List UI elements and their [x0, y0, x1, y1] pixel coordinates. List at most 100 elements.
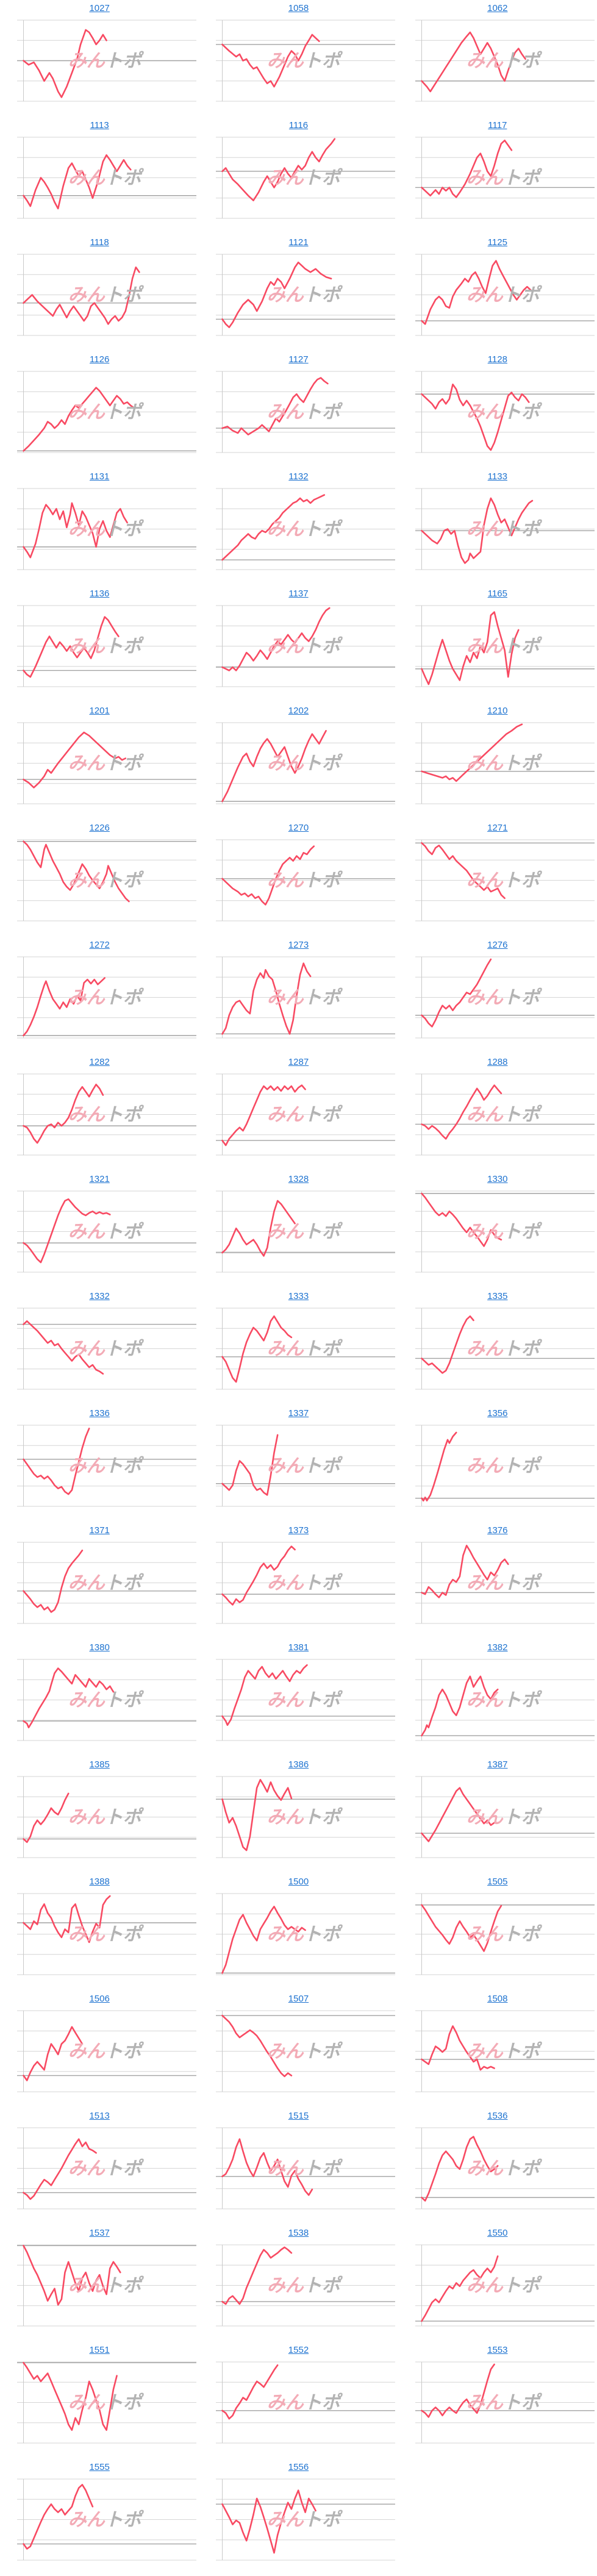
stock-code-link[interactable]: 1371	[89, 1525, 110, 1536]
chart-cell: 1270 みんトポ	[199, 820, 398, 937]
price-line	[420, 260, 532, 325]
sparkline-svg	[216, 839, 396, 921]
stock-code-link[interactable]: 1126	[90, 354, 110, 365]
stock-code-link[interactable]: 1133	[487, 471, 507, 482]
stock-code-link[interactable]: 1337	[288, 1408, 309, 1419]
stock-code-link[interactable]: 1536	[487, 2111, 508, 2121]
stock-code-link[interactable]: 1515	[288, 2111, 309, 2121]
stock-code-link[interactable]: 1062	[487, 3, 508, 13]
price-line	[420, 842, 506, 900]
chart-cell: 1282 みんトポ	[0, 1054, 199, 1171]
chart-code-row: 1210	[398, 705, 597, 717]
chart-cell: 1287 みんトポ	[199, 1054, 398, 1171]
sparkline-chart: みんトポ	[216, 838, 396, 923]
sparkline-svg	[216, 1073, 396, 1156]
stock-code-link[interactable]: 1506	[89, 1994, 110, 2004]
sparkline-svg	[415, 956, 595, 1039]
stock-code-link[interactable]: 1282	[89, 1057, 110, 1067]
stock-code-link[interactable]: 1328	[288, 1174, 309, 1184]
sparkline-svg	[415, 1542, 595, 1624]
stock-code-link[interactable]: 1127	[288, 354, 309, 365]
sparkline-chart: みんトポ	[17, 1423, 196, 1509]
sparkline-svg	[415, 137, 595, 219]
stock-code-link[interactable]: 1537	[89, 2228, 110, 2238]
stock-code-link[interactable]: 1388	[89, 1877, 110, 1887]
stock-code-link[interactable]: 1330	[487, 1174, 508, 1184]
chart-cell: 1202 みんトポ	[199, 703, 398, 820]
chart-cell: 1328 みんトポ	[199, 1171, 398, 1288]
price-line	[221, 377, 329, 435]
stock-code-link[interactable]: 1136	[90, 589, 110, 599]
chart-cell: 1058 みんトポ	[199, 0, 398, 117]
stock-code-link[interactable]: 1287	[288, 1057, 309, 1067]
stock-code-link[interactable]: 1113	[90, 120, 109, 131]
stock-code-link[interactable]: 1381	[288, 1642, 309, 1653]
stock-code-link[interactable]: 1273	[288, 940, 309, 950]
stock-code-link[interactable]: 1116	[288, 120, 309, 131]
stock-code-link[interactable]: 1272	[89, 940, 110, 950]
stock-code-link[interactable]: 1131	[90, 471, 110, 482]
stock-code-link[interactable]: 1321	[89, 1174, 110, 1184]
stock-code-link[interactable]: 1202	[288, 706, 309, 716]
stock-code-link[interactable]: 1332	[89, 1291, 110, 1301]
stock-code-link[interactable]: 1553	[487, 2345, 508, 2355]
stock-code-link[interactable]: 1210	[487, 706, 508, 716]
price-line	[23, 1083, 104, 1144]
price-line	[420, 1675, 499, 1737]
stock-code-link[interactable]: 1201	[89, 706, 110, 716]
stock-code-link[interactable]: 1550	[487, 2228, 508, 2238]
stock-code-link[interactable]: 1556	[288, 2462, 309, 2472]
chart-cell: 1513 みんトポ	[0, 2108, 199, 2225]
stock-code-link[interactable]: 1555	[89, 2462, 110, 2472]
chart-code-row: 1552	[199, 2344, 398, 2356]
stock-code-link[interactable]: 1387	[487, 1759, 508, 1770]
stock-code-link[interactable]: 1505	[487, 1877, 508, 1887]
chart-cell: 1118 みんトポ	[0, 234, 199, 351]
price-line	[420, 1787, 495, 1842]
stock-code-link[interactable]: 1538	[288, 2228, 309, 2238]
chart-cell: 1333 みんトポ	[199, 1288, 398, 1405]
price-line	[221, 1434, 279, 1496]
stock-code-link[interactable]: 1165	[487, 589, 507, 599]
stock-code-link[interactable]: 1386	[288, 1759, 309, 1770]
stock-code-link[interactable]: 1118	[90, 237, 109, 248]
stock-code-link[interactable]: 1500	[288, 1877, 309, 1887]
stock-code-link[interactable]: 1385	[89, 1759, 110, 1770]
stock-code-link[interactable]: 1226	[89, 823, 110, 833]
stock-code-link[interactable]: 1132	[288, 471, 309, 482]
stock-code-link[interactable]: 1125	[487, 237, 507, 248]
stock-code-link[interactable]: 1507	[288, 1994, 309, 2004]
sparkline-chart: みんトポ	[415, 1189, 595, 1275]
stock-code-link[interactable]: 1382	[487, 1642, 508, 1653]
stock-code-link[interactable]: 1336	[89, 1408, 110, 1419]
stock-code-link[interactable]: 1356	[487, 1408, 508, 1419]
sparkline-chart: みんトポ	[17, 2243, 196, 2328]
stock-code-link[interactable]: 1276	[487, 940, 508, 950]
stock-code-link[interactable]: 1508	[487, 1994, 508, 2004]
stock-code-link[interactable]: 1373	[288, 1525, 309, 1536]
price-line	[221, 261, 332, 328]
stock-code-link[interactable]: 1552	[288, 2345, 309, 2355]
stock-code-link[interactable]: 1128	[487, 354, 507, 365]
stock-code-link[interactable]: 1288	[487, 1057, 508, 1067]
stock-code-link[interactable]: 1117	[488, 120, 507, 131]
stock-code-link[interactable]: 1027	[89, 3, 110, 13]
stock-code-link[interactable]: 1380	[89, 1642, 110, 1653]
stock-code-link[interactable]: 1137	[288, 589, 309, 599]
stock-code-link[interactable]: 1121	[288, 237, 309, 248]
stock-code-link[interactable]: 1058	[288, 3, 309, 13]
stock-code-link[interactable]: 1376	[487, 1525, 508, 1536]
chart-code-row: 1270	[199, 822, 398, 834]
sparkline-chart: みんトポ	[415, 721, 595, 806]
stock-code-link[interactable]: 1551	[89, 2345, 110, 2355]
stock-code-link[interactable]: 1333	[288, 1291, 309, 1301]
stock-code-link[interactable]: 1270	[288, 823, 309, 833]
stock-code-link[interactable]: 1513	[89, 2111, 110, 2121]
stock-code-link[interactable]: 1271	[487, 823, 508, 833]
stock-code-link[interactable]: 1335	[487, 1291, 508, 1301]
chart-cell: 1356 みんトポ	[398, 1405, 597, 1522]
chart-code-row: 1373	[199, 1525, 398, 1537]
sparkline-svg	[17, 2478, 196, 2561]
price-line	[420, 383, 530, 451]
price-line	[23, 977, 105, 1037]
